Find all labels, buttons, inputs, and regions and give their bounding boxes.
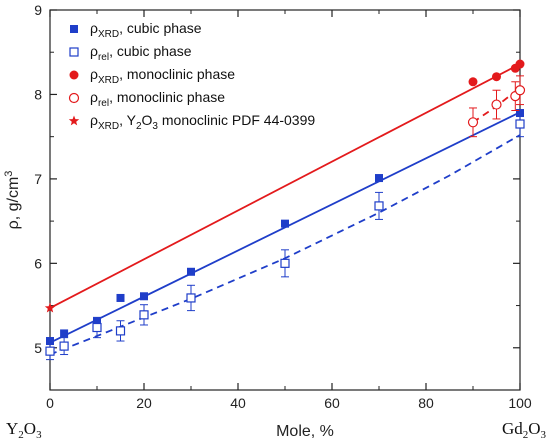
data-point [375,174,383,183]
data-marks [44,59,526,361]
data-point [44,302,56,313]
data-point [374,201,384,211]
x-tick-label: 0 [46,395,54,411]
series-open-circle [467,75,526,138]
data-point [281,219,289,228]
legend-marker [69,47,79,57]
data-point [187,267,195,276]
data-point [491,99,502,110]
series-filled-circle [468,59,525,87]
y-tick-label: 8 [34,86,42,102]
data-point [46,337,54,346]
fit-line [49,134,521,356]
legend-entry: ρrel, cubic phase [90,43,192,63]
legend-entry: ρXRD, cubic phase [90,20,202,40]
data-point [515,119,525,129]
y-tick-label: 5 [34,340,42,356]
end-label-right: Gd2O3 [502,419,547,441]
data-point [468,77,478,87]
series-star [44,302,56,313]
data-point [280,258,290,268]
data-point [186,293,196,303]
data-point [139,310,149,320]
data-point [492,72,501,82]
legend-marker [70,25,78,33]
x-tick-label: 100 [508,395,532,411]
y-tick-label: 7 [34,171,42,187]
data-point [92,322,102,333]
series-open-square [45,110,525,361]
data-point [59,341,69,351]
x-axis-title: Mole, % [276,423,334,440]
legend: ρXRD, cubic phase ρrel, cubic phase ρXRD, … [68,20,315,132]
data-point [60,329,69,338]
legend-entry: ρXRD, monoclinic phase [90,66,235,86]
y-tick-label: 6 [34,255,42,271]
x-tick-label: 80 [418,395,434,411]
data-point [140,292,148,301]
data-point [514,85,526,96]
legend-marker [69,70,79,80]
fit-lines [49,63,521,356]
fit-line [49,63,521,309]
data-point [45,346,55,356]
legend-entry: ρrel, monoclinic phase [90,89,225,109]
y-tick-label: 9 [34,2,42,18]
data-point [116,293,125,302]
data-point [515,59,525,69]
axis-labels: Mole, % ρ, g/cm3 Y2O3 Gd2O3 [3,171,547,441]
x-tick-label: 40 [230,395,246,411]
legend-marker [68,115,80,126]
data-point [467,117,479,128]
x-tick-label: 60 [324,395,340,411]
axes: 0 20 40 60 80 100 5 6 7 8 9 [34,2,532,411]
legend-marker [68,92,80,104]
data-point [115,326,126,336]
y-axis-title: ρ, g/cm3 [3,171,22,230]
x-tick-label: 20 [136,395,152,411]
end-label-left: Y2O3 [6,419,42,441]
legend-entry: ρXRD, Y2O3 monoclinic PDF 44-0399 [90,112,315,132]
